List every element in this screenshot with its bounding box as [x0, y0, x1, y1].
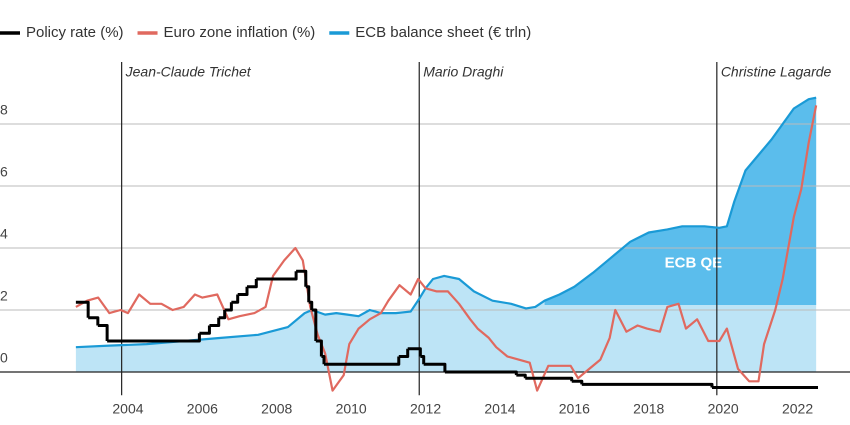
- policy-step: [97, 324, 109, 341]
- policy-step: [209, 317, 221, 327]
- y-tick-label: 4: [0, 226, 8, 242]
- y-tick-label: 8: [0, 102, 8, 118]
- policy-step: [315, 339, 323, 357]
- policy-step: [324, 356, 401, 366]
- x-tick-label: 2008: [261, 401, 292, 417]
- x-tick-label: 2006: [187, 401, 218, 417]
- policy-step: [525, 376, 574, 382]
- event-label: Mario Draghi: [423, 64, 504, 80]
- policy-step: [305, 285, 311, 303]
- policy-step: [516, 373, 527, 379]
- policy-step: [237, 286, 249, 296]
- policy-step: [75, 300, 90, 318]
- x-tick-label: 2012: [410, 401, 441, 417]
- policy-step: [224, 302, 233, 312]
- y-tick-label: 6: [0, 164, 8, 180]
- x-tick-label: 2014: [484, 401, 515, 417]
- x-tick-label: 2004: [112, 401, 143, 417]
- policy-step: [247, 279, 258, 289]
- policy-step: [311, 308, 318, 341]
- y-tick-label: 0: [0, 350, 8, 366]
- legend-label: ECB balance sheet (€ trln): [355, 24, 531, 41]
- qe-area: [544, 97, 817, 306]
- x-tick-label: 2018: [633, 401, 664, 417]
- policy-step: [398, 348, 410, 358]
- policy-step: [88, 316, 100, 326]
- policy-step: [256, 271, 298, 281]
- policy-step: [199, 325, 211, 335]
- x-tick-label: 2020: [708, 401, 739, 417]
- policy-step: [231, 294, 240, 304]
- policy-step: [423, 362, 447, 372]
- y-tick-label: 2: [0, 288, 8, 304]
- policy-step: [321, 355, 326, 365]
- policy-step: [420, 355, 426, 365]
- policy-step: [296, 269, 308, 287]
- event-label: Jean-Claude Trichet: [125, 64, 252, 80]
- event-label: Christine Lagarde: [721, 64, 832, 80]
- policy-step: [444, 370, 518, 376]
- policy-step: [581, 382, 714, 388]
- series-line: [75, 105, 818, 392]
- x-tick-label: 2022: [782, 401, 813, 417]
- x-tick-label: 2016: [559, 401, 590, 417]
- policy-step: [407, 347, 422, 357]
- qe-label: ECB QE: [665, 254, 723, 271]
- legend-label: Euro zone inflation (%): [164, 24, 316, 41]
- x-tick-label: 2010: [336, 401, 367, 417]
- policy-step: [308, 300, 314, 310]
- legend-label: Policy rate (%): [26, 24, 124, 41]
- series-line: [75, 96, 817, 349]
- policy-step: [218, 310, 227, 320]
- policy-step: [571, 379, 584, 385]
- policy-step: [107, 333, 201, 343]
